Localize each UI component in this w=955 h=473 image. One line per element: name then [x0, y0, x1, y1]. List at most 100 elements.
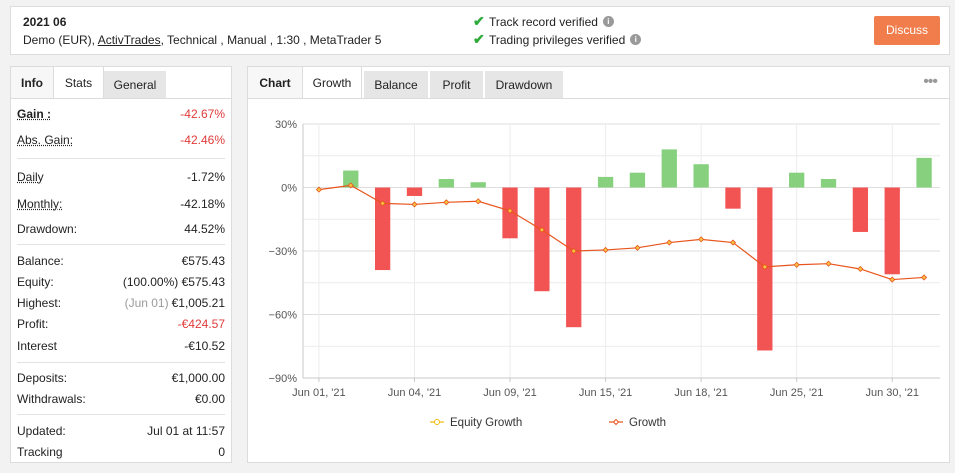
y-tick-label: 30% — [275, 119, 297, 131]
stats-tabs: Info Stats General — [11, 67, 166, 99]
equity-percent: (100.00%) — [122, 275, 179, 289]
bar — [438, 179, 454, 188]
withdrawals-value: €0.00 — [194, 392, 225, 406]
daily-value: -1.72% — [186, 170, 225, 184]
bar — [661, 149, 677, 188]
tracking-value: 0 — [218, 445, 225, 459]
growth-point — [379, 200, 386, 207]
stat-gain: Gain : -42.67% — [17, 107, 225, 125]
deposits-value: €1,000.00 — [171, 371, 225, 385]
growth-point — [538, 226, 545, 233]
discuss-button[interactable]: Discuss — [874, 16, 940, 45]
info-icon[interactable]: i — [630, 34, 642, 45]
balance-value: €575.43 — [181, 254, 225, 268]
tracking-label: Tracking — [17, 445, 63, 459]
y-tick-label: 0% — [281, 183, 297, 195]
broker-link[interactable]: ActivTrades — [97, 33, 161, 47]
x-tick-label: Jun 09, '21 — [483, 387, 536, 399]
check-icon: ✔ — [473, 13, 485, 29]
tab-balance[interactable]: Balance — [364, 71, 428, 99]
bar — [406, 187, 423, 196]
bar — [597, 176, 614, 188]
growth-point — [921, 274, 928, 281]
bar — [629, 172, 646, 188]
tab-profit[interactable]: Profit — [430, 71, 483, 99]
daily-label[interactable]: Daily — [17, 170, 44, 184]
balance-label: Balance: — [17, 254, 64, 268]
divider — [17, 158, 225, 159]
profit-value: -€424.57 — [177, 317, 225, 331]
deposits-label: Deposits: — [17, 371, 68, 385]
tab-drawdown[interactable]: Drawdown — [485, 71, 563, 99]
growth-point — [506, 207, 514, 214]
stat-daily: Daily -1.72% — [17, 170, 225, 188]
x-tick-label: Jun 25, '21 — [770, 387, 823, 399]
bar — [534, 187, 550, 292]
tab-info[interactable]: Info — [11, 67, 53, 99]
bar — [884, 187, 900, 275]
account-settings: , Technical , Manual , 1:30 , MetaTrader… — [160, 33, 382, 47]
equity-label: Equity: — [17, 275, 54, 289]
track-record-verified: ✔ Track record verified i — [473, 13, 614, 30]
growth-point — [347, 182, 354, 189]
growth-point — [793, 261, 800, 268]
growth-chart: 30% 0% −30% −60% −90% Jun 01, '21 Jun 04, '21 J… — [269, 119, 940, 429]
growth-point — [889, 276, 896, 283]
gain-label[interactable]: Gain : — [17, 107, 52, 121]
monthly-value: -42.18% — [180, 197, 225, 211]
chart-panel: Chart Growth Balance Profit Drawdown •••… — [247, 66, 950, 463]
tab-chart[interactable]: Chart — [248, 67, 302, 99]
stat-withdrawals: Withdrawals: €0.00 — [17, 392, 225, 410]
bar — [916, 157, 932, 188]
divider — [17, 362, 225, 363]
growth-point — [602, 246, 609, 254]
growth-point — [729, 239, 737, 246]
growth-point — [666, 239, 673, 246]
equity-value: €575.43 — [181, 275, 225, 289]
gain-value: -42.67% — [180, 107, 225, 121]
check-icon: ✔ — [473, 31, 485, 47]
x-tick-label: Jun 30, '21 — [865, 387, 918, 399]
y-tick-label: −30% — [269, 246, 298, 258]
stat-updated: Updated: Jul 01 at 11:57 — [17, 424, 225, 442]
x-tick-label: Jun 01, '21 — [292, 387, 345, 399]
trading-privileges-verified: ✔ Trading privileges verified i — [473, 31, 642, 48]
bar — [343, 170, 359, 188]
x-tick-label: Jun 04, '21 — [388, 387, 441, 399]
abs-gain-label[interactable]: Abs. Gain: — [17, 133, 74, 147]
tab-growth[interactable]: Growth — [302, 67, 362, 99]
stat-interest: Interest -€10.52 — [17, 339, 225, 357]
account-details: Demo (EUR), ActivTrades, Technical , Man… — [23, 33, 381, 47]
profit-label: Profit: — [17, 317, 49, 331]
stat-equity: Equity: (100.00%) €575.43 — [17, 275, 225, 293]
growth-point — [315, 186, 322, 193]
updated-value: Jul 01 at 11:57 — [147, 424, 225, 438]
stat-monthly: Monthly: -42.18% — [17, 197, 225, 215]
more-options-icon[interactable]: ••• — [923, 73, 938, 90]
stat-highest: Highest: (Jun 01) €1,005.21 — [17, 296, 225, 314]
x-tick-label: Jun 15, '21 — [579, 387, 632, 399]
monthly-label[interactable]: Monthly: — [17, 197, 63, 211]
y-tick-label: −90% — [269, 373, 298, 385]
interest-label: Interest — [17, 339, 58, 353]
growth-point — [825, 260, 832, 267]
interest-value: -€10.52 — [184, 339, 225, 353]
stat-tracking: Tracking 0 — [17, 445, 225, 463]
legend-equity-growth: Equity Growth — [450, 417, 522, 429]
growth-point — [443, 199, 450, 206]
stats-panel: Info Stats General Gain : -42.67% Abs. G… — [10, 66, 232, 463]
stat-abs-gain: Abs. Gain: -42.46% — [17, 133, 225, 151]
info-icon[interactable]: i — [602, 16, 614, 27]
tab-general[interactable]: General — [104, 71, 166, 99]
tab-stats[interactable]: Stats — [53, 67, 104, 99]
bar — [789, 172, 805, 188]
tabs-divider — [11, 98, 231, 99]
track-record-label: Track record verified — [489, 14, 598, 29]
legend-equity-marker — [434, 419, 440, 425]
growth-point — [570, 247, 577, 255]
chart-tabs: Chart Growth Balance Profit Drawdown — [248, 67, 565, 99]
legend-growth-marker — [612, 418, 620, 426]
drawdown-value: 44.52% — [184, 222, 225, 236]
x-tick-label: Jun 18, '21 — [674, 387, 727, 399]
growth-point — [761, 263, 768, 270]
